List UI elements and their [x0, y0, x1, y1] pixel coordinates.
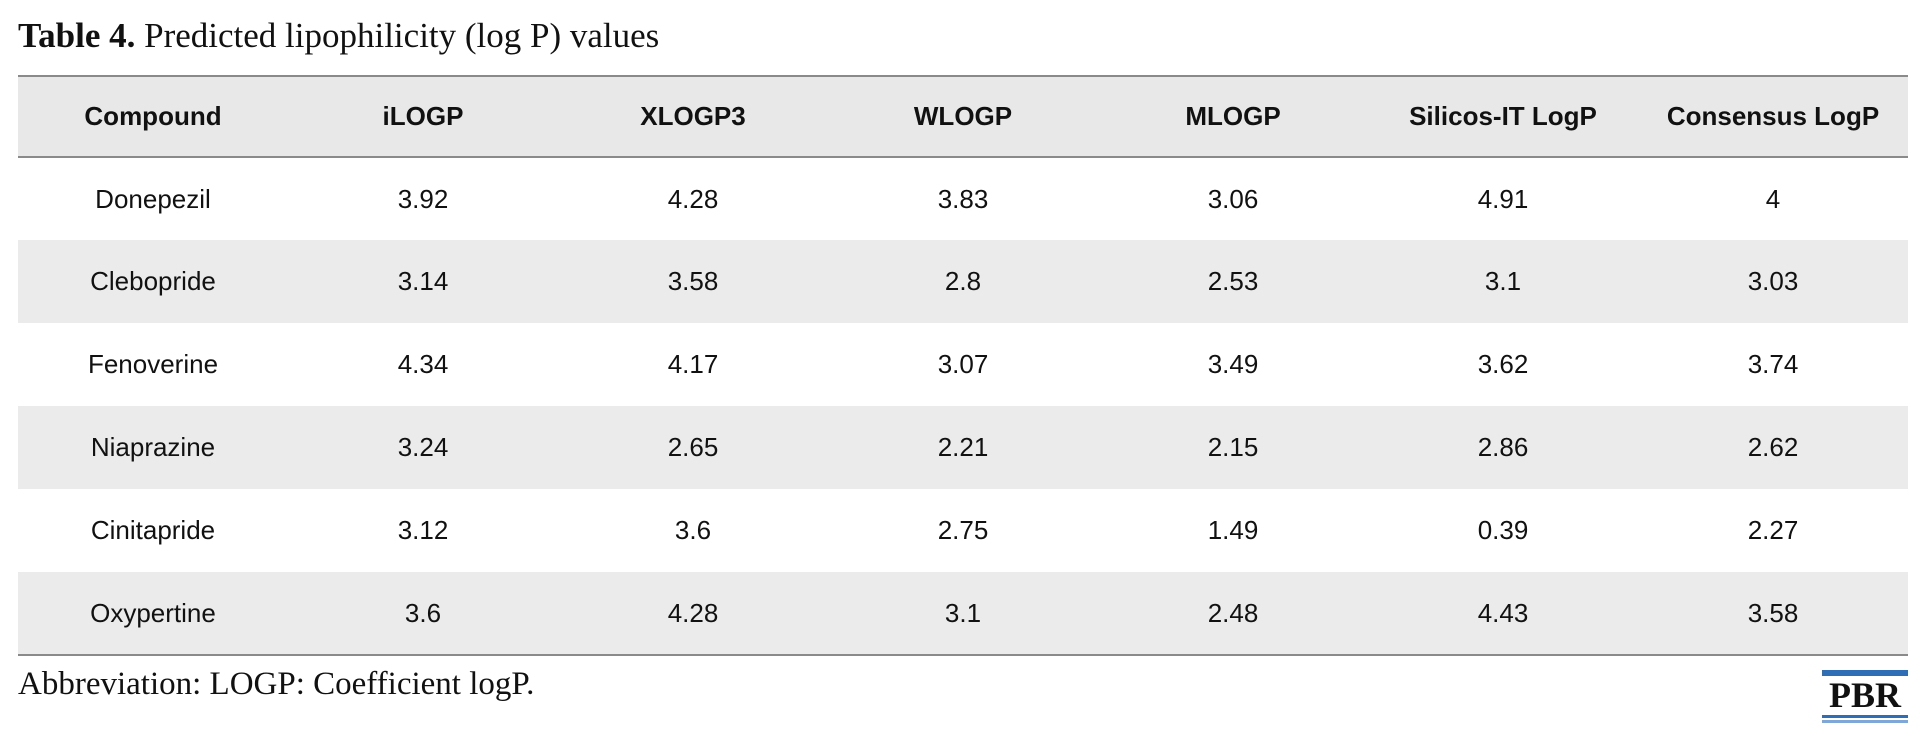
- cell-consensus-logp: 3.74: [1747, 349, 1799, 379]
- cell-xlogp3: 3.6: [674, 515, 712, 545]
- cell-ilogp: 4.34: [397, 349, 449, 379]
- cell-mlogp: 3.06: [1207, 183, 1259, 214]
- logo-text: PBR: [1829, 675, 1901, 715]
- logo-bottom-bar-light: [1822, 720, 1908, 723]
- cell-mlogp: 1.49: [1207, 515, 1259, 545]
- header-wlogp: WLOGP: [828, 75, 1098, 158]
- cell-wlogp: 3.83: [937, 183, 989, 214]
- cell-silicos-it-logp: 4.43: [1368, 572, 1638, 656]
- logo-bottom-bar: [1822, 715, 1908, 718]
- cell-compound: Niaprazine: [90, 432, 216, 462]
- table-row: Oxypertine 3.6 4.28 3.1 2.48 4.43 3.58: [18, 572, 1908, 656]
- cell-ilogp: 3.14: [397, 266, 449, 296]
- header-ilogp: iLOGP: [288, 75, 558, 158]
- header-row: Compound iLOGP XLOGP3 WLOGP MLOGP Silico…: [18, 75, 1908, 158]
- cell-silicos-it-logp: 0.39: [1477, 515, 1529, 545]
- cell-xlogp3: 3.58: [667, 266, 719, 296]
- lipophilicity-table: Compound iLOGP XLOGP3 WLOGP MLOGP Silico…: [18, 75, 1908, 656]
- table-number: Table 4.: [18, 16, 136, 55]
- cell-ilogp: 3.12: [397, 515, 449, 545]
- cell-consensus-logp: 3.03: [1747, 266, 1799, 296]
- cell-mlogp: 2.15: [1207, 432, 1259, 462]
- header-compound: Compound: [18, 75, 288, 158]
- table-header: Compound iLOGP XLOGP3 WLOGP MLOGP Silico…: [18, 75, 1908, 158]
- logo-top-bar: [1822, 670, 1908, 676]
- cell-xlogp3: 4.17: [667, 349, 719, 379]
- cell-consensus-logp: 2.27: [1747, 515, 1799, 545]
- table-caption: Table 4. Predicted lipophilicity (log P)…: [18, 12, 659, 60]
- cell-wlogp: 3.07: [937, 349, 989, 379]
- header-mlogp: MLOGP: [1098, 75, 1368, 158]
- table-row: Donepezil 3.92 4.28 3.83 3.06 4.91 4: [18, 157, 1908, 240]
- cell-wlogp: 2.75: [937, 515, 989, 545]
- cell-compound: Oxypertine: [18, 572, 288, 656]
- cell-silicos-it-logp: 4.91: [1477, 183, 1529, 214]
- cell-compound: Clebopride: [90, 266, 216, 296]
- cell-wlogp: 2.8: [944, 266, 982, 296]
- cell-silicos-it-logp: 3.1: [1484, 266, 1522, 296]
- table-row: Clebopride 3.14 3.58 2.8 2.53 3.1 3.03: [18, 240, 1908, 323]
- cell-compound: Fenoverine: [87, 349, 219, 379]
- cell-wlogp: 3.1: [828, 572, 1098, 656]
- cell-mlogp: 2.48: [1098, 572, 1368, 656]
- cell-consensus-logp: 2.62: [1747, 432, 1799, 462]
- header-xlogp3: XLOGP3: [558, 75, 828, 158]
- cell-ilogp: 3.24: [397, 432, 449, 462]
- table-footnote: Abbreviation: LOGP: Coefficient logP.: [18, 666, 535, 702]
- cell-ilogp: 3.92: [397, 183, 449, 214]
- cell-xlogp3: 4.28: [667, 183, 719, 214]
- table-title: Predicted lipophilicity (log P) values: [144, 16, 660, 55]
- header-silicos-it-logp: Silicos-IT LogP: [1368, 75, 1638, 158]
- table-row: Cinitapride 3.12 3.6 2.75 1.49 0.39 2.27: [18, 489, 1908, 572]
- cell-xlogp3: 4.28: [558, 572, 828, 656]
- table-row: Fenoverine 4.34 4.17 3.07 3.49 3.62 3.74: [18, 323, 1908, 406]
- cell-xlogp3: 2.65: [667, 432, 719, 462]
- pbr-logo: PBR: [1822, 670, 1908, 723]
- cell-ilogp: 3.6: [288, 572, 558, 656]
- header-consensus-logp: Consensus LogP: [1638, 75, 1908, 158]
- cell-wlogp: 2.21: [937, 432, 989, 462]
- cell-consensus-logp: 3.58: [1638, 572, 1908, 656]
- table-row: Niaprazine 3.24 2.65 2.21 2.15 2.86 2.62: [18, 406, 1908, 489]
- cell-mlogp: 2.53: [1207, 266, 1259, 296]
- cell-compound: Donepezil: [95, 183, 211, 214]
- cell-mlogp: 3.49: [1207, 349, 1259, 379]
- cell-silicos-it-logp: 3.62: [1477, 349, 1529, 379]
- cell-compound: Cinitapride: [90, 515, 216, 545]
- cell-consensus-logp: 4: [1765, 183, 1781, 214]
- cell-silicos-it-logp: 2.86: [1477, 432, 1529, 462]
- table-body: Donepezil 3.92 4.28 3.83 3.06 4.91 4 Cle…: [18, 157, 1908, 656]
